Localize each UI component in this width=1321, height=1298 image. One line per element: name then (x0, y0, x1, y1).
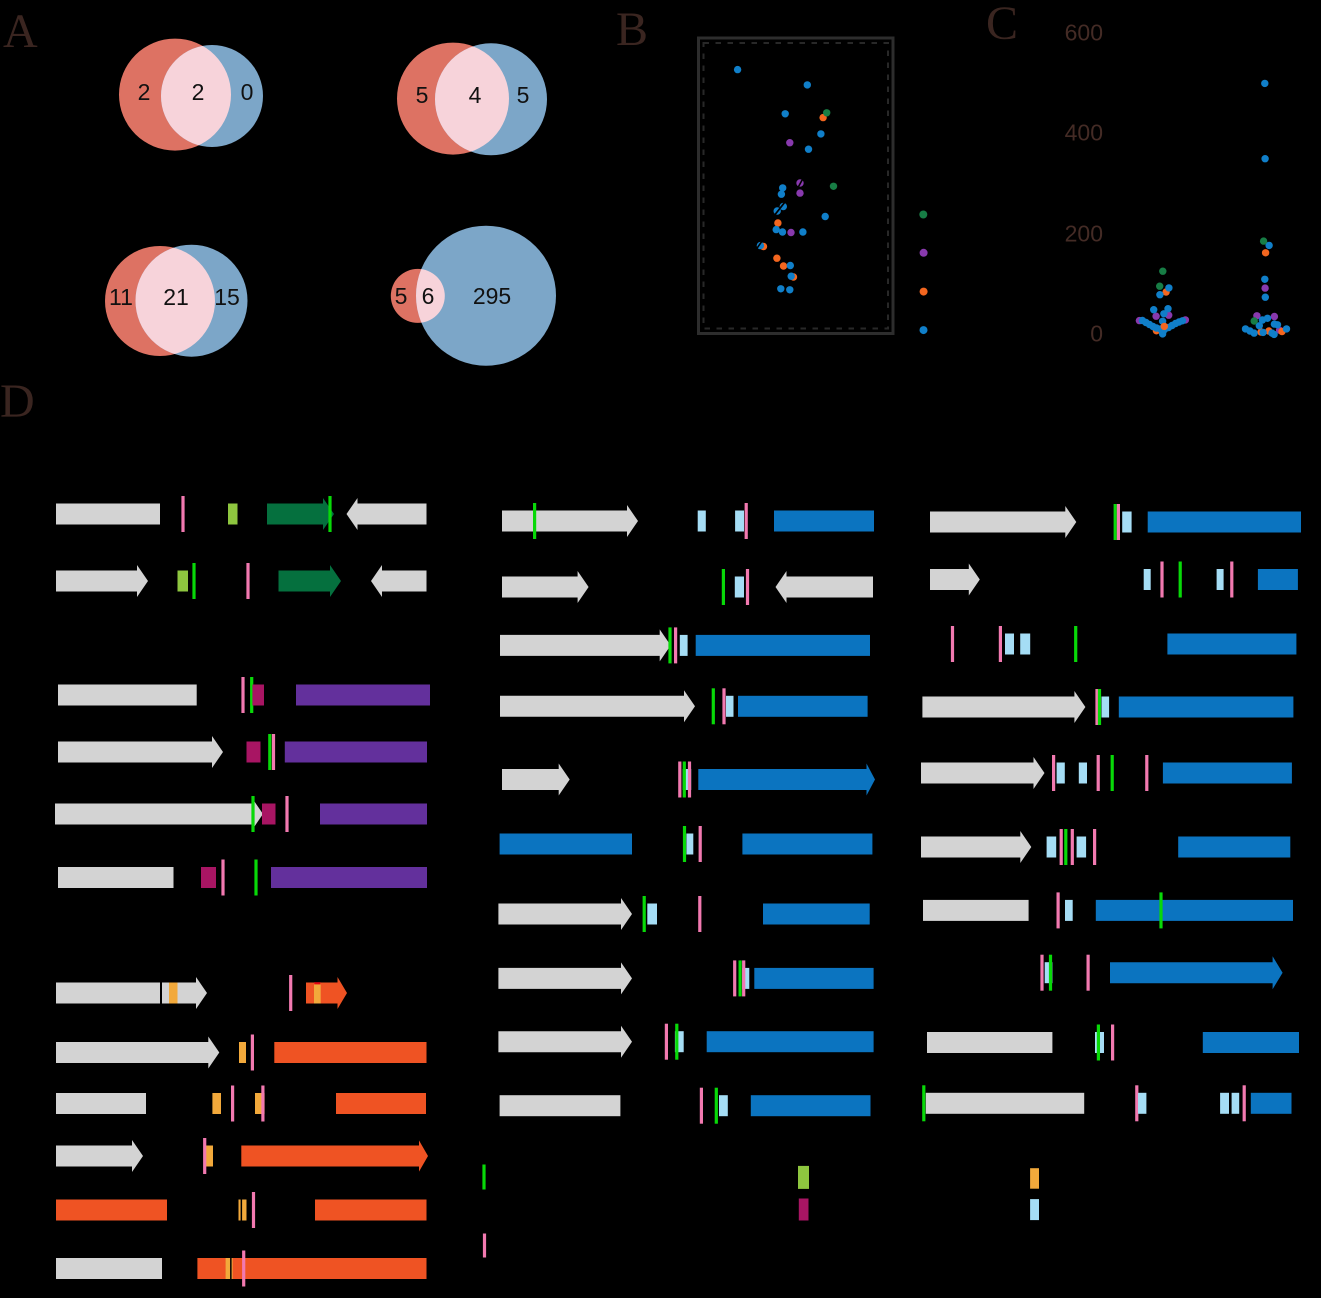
svg-text:2: 2 (138, 79, 151, 105)
svg-text:A: A (3, 5, 38, 58)
svg-text:11: 11 (109, 284, 133, 310)
svg-text:0: 0 (1090, 321, 1103, 347)
svg-text:5: 5 (517, 82, 530, 108)
svg-text:400: 400 (1065, 120, 1103, 146)
svg-text:0: 0 (241, 79, 254, 105)
svg-text:5: 5 (395, 283, 408, 309)
svg-text:15: 15 (214, 284, 240, 310)
svg-text:200: 200 (1065, 221, 1103, 247)
svg-text:295: 295 (473, 283, 511, 309)
svg-text:5: 5 (416, 82, 429, 108)
svg-text:B: B (616, 3, 648, 56)
svg-text:6: 6 (422, 283, 435, 309)
svg-text:D: D (0, 375, 35, 428)
svg-text:C: C (986, 0, 1018, 50)
svg-text:4: 4 (469, 82, 482, 108)
svg-text:21: 21 (163, 284, 189, 310)
svg-text:600: 600 (1065, 20, 1103, 46)
svg-text:2: 2 (192, 79, 205, 105)
